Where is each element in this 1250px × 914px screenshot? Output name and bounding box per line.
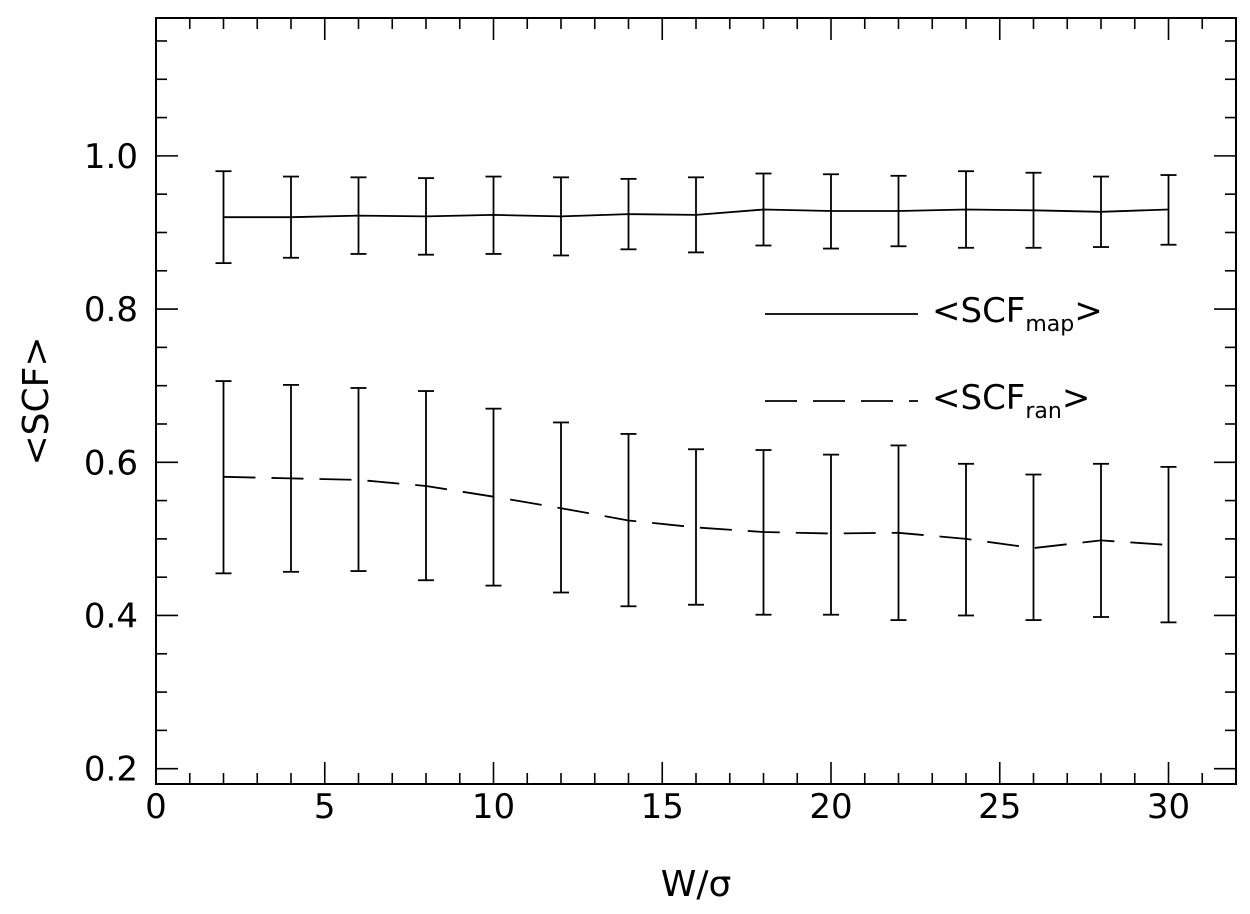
tick-labels: 0 5 10 15 20 25 30 0.2 0.4 0.6 0.8 1.0 (84, 137, 1190, 827)
y-axis-label: <SCF> (16, 336, 57, 465)
series-line-ran (223, 475, 1169, 550)
y-tick-label: 0.4 (84, 596, 138, 636)
x-tick-label: 30 (1147, 787, 1190, 827)
y-tick-label: 0.2 (84, 750, 138, 790)
series-layer (215, 170, 1177, 624)
y-tick-label: 0.8 (84, 290, 138, 330)
x-tick-label: 25 (978, 787, 1021, 827)
series-map (215, 170, 1177, 265)
y-tick-label: 0.6 (84, 443, 138, 483)
y-tick-label: 1.0 (84, 137, 138, 177)
x-tick-label: 10 (472, 787, 515, 827)
series-ran (215, 380, 1177, 624)
legend-label-map: <SCFmap> (932, 291, 1103, 337)
x-tick-label: 5 (314, 787, 336, 827)
x-axis-label: W/σ (661, 864, 732, 905)
legend: <SCFmap> <SCFran> (765, 291, 1103, 424)
axis-ticks (156, 18, 1236, 784)
x-tick-label: 20 (809, 787, 852, 827)
x-tick-label: 0 (145, 787, 167, 827)
x-tick-label: 15 (641, 787, 684, 827)
legend-label-ran: <SCFran> (932, 378, 1090, 424)
